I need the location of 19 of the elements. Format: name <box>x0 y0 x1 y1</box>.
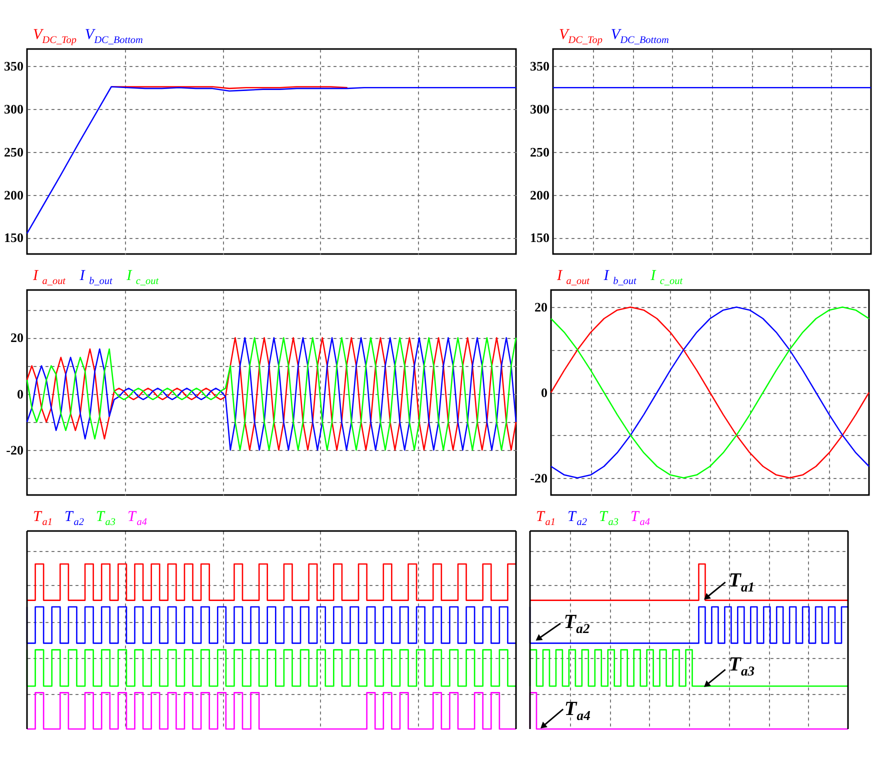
y-tick-label: 250 <box>4 144 24 160</box>
y-tick-label: 250 <box>530 144 550 160</box>
y-tick-label: 300 <box>530 102 550 117</box>
y-tick-label: 200 <box>530 187 550 202</box>
y-tick-label: 200 <box>4 187 24 202</box>
y-tick-label: 150 <box>530 230 550 246</box>
line-series <box>550 306 870 479</box>
y-tick-label: 300 <box>4 102 24 117</box>
y-tick-label: -20 <box>6 442 24 458</box>
line-series <box>26 86 517 234</box>
line-series <box>26 337 517 451</box>
y-tick-label: 0 <box>541 385 548 400</box>
y-tick-label: 20 <box>10 330 24 346</box>
y-tick-label: 150 <box>4 230 24 246</box>
y-tick-label: -20 <box>530 470 548 486</box>
y-tick-label: 20 <box>534 300 548 315</box>
y-tick-label: 350 <box>530 58 550 74</box>
y-tick-label: 0 <box>17 386 24 402</box>
y-tick-label: 350 <box>4 58 24 74</box>
